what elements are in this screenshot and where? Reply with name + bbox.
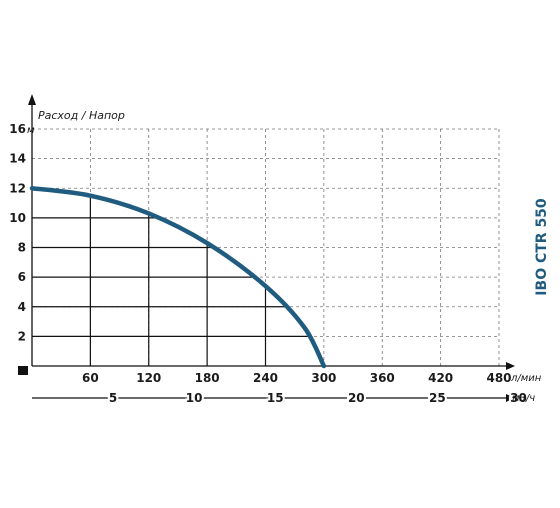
chart-title: Расход / Напор: [38, 109, 125, 122]
y-tick-label: 10: [9, 211, 26, 225]
x-tick-label: 420: [428, 371, 453, 385]
x-tick-label: 300: [311, 371, 336, 385]
y-axis-arrow: [28, 94, 36, 105]
origin-marker: [18, 366, 28, 375]
x2-tick-label: 10: [186, 391, 203, 405]
x-tick-label: 480: [486, 371, 511, 385]
grid: [32, 129, 499, 366]
x2-tick-label: 5: [109, 391, 117, 405]
x-tick-label: 360: [370, 371, 395, 385]
y-tick-label: 12: [9, 181, 26, 195]
x-tick-label: 120: [136, 371, 161, 385]
x-tick-label: 180: [195, 371, 220, 385]
x-unit-label: л/мин: [510, 373, 542, 384]
x-axis-arrow: [506, 362, 515, 370]
y-tick-label: 16: [9, 122, 26, 136]
x2-tick-label: 25: [429, 391, 446, 405]
x-tick-label: 60: [82, 371, 99, 385]
x2-tick-label: 20: [348, 391, 365, 405]
y-tick-label: 2: [18, 329, 26, 343]
y-tick-label: 14: [9, 152, 26, 166]
y-tick-label: 6: [18, 270, 26, 284]
y-tick-label: 8: [18, 241, 26, 255]
x2-unit-label: м3/ч: [512, 393, 535, 404]
model-label: IBO CTR 550: [534, 198, 550, 296]
x2-tick-label: 15: [267, 391, 284, 405]
y-unit-label: м: [27, 125, 35, 136]
x-tick-label: 240: [253, 371, 278, 385]
y-tick-label: 4: [18, 300, 26, 314]
